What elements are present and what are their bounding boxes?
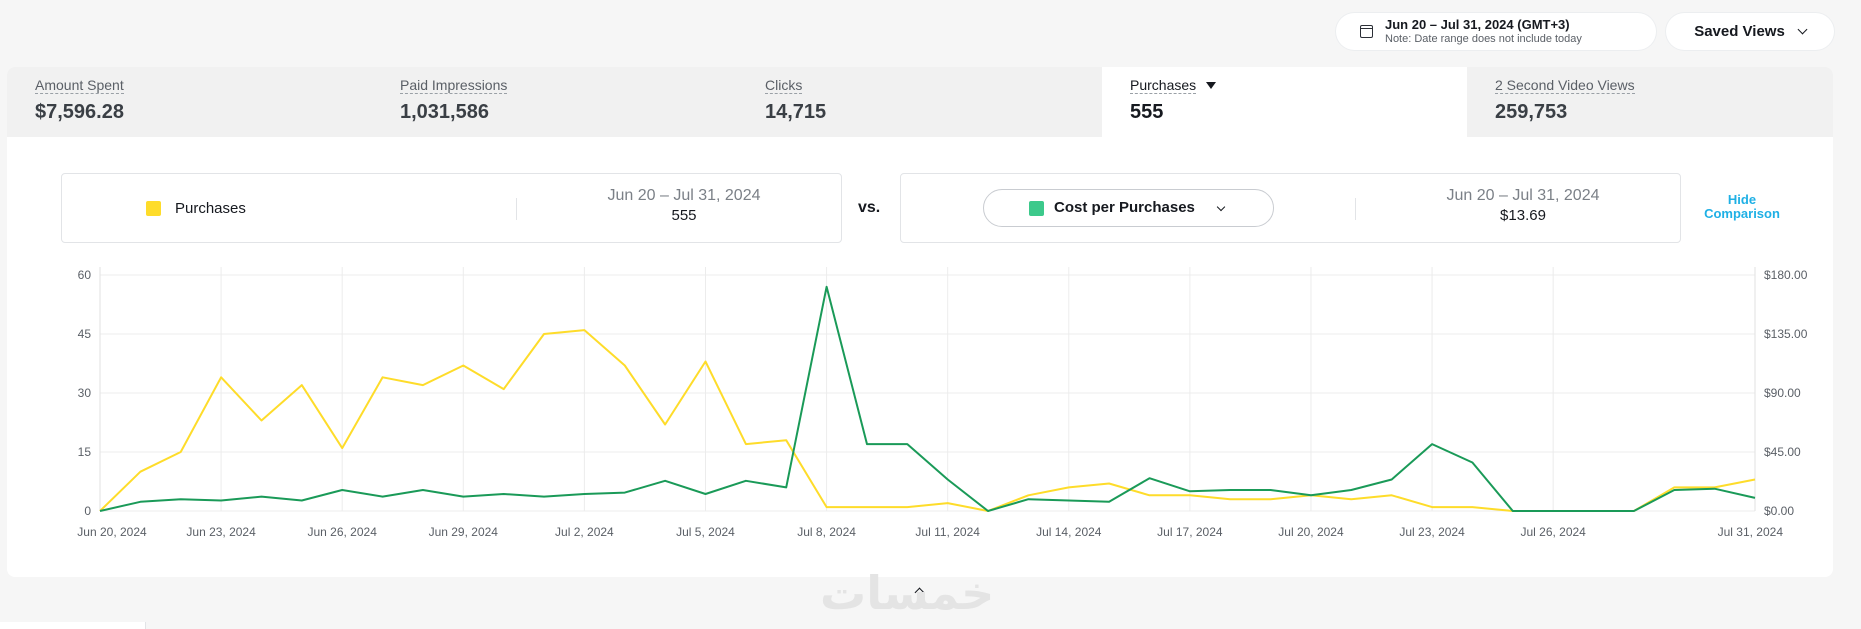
tab-paid-impressions[interactable]: Paid Impressions 1,031,586 (372, 67, 737, 137)
tab-value: $7,596.28 (35, 101, 124, 123)
saved-views-label: Saved Views (1694, 23, 1785, 40)
hide-comparison-link[interactable]: Hide Comparison (1704, 192, 1780, 221)
comparison-value: $13.69 (1500, 207, 1546, 224)
tab-label: Paid Impressions (400, 77, 508, 94)
chevron-down-icon (1216, 202, 1226, 212)
date-range-text: Jun 20 – Jul 31, 2024 (GMT+3) (1385, 16, 1570, 32)
tab-clicks[interactable]: Clicks 14,715 (737, 67, 1102, 137)
tab-value: 14,715 (765, 101, 827, 123)
metrics-card: Amount Spent $7,596.28 Paid Impressions … (7, 67, 1833, 577)
comparison-metric-box: Cost per Purchases Jun 20 – Jul 31, 2024… (900, 173, 1681, 243)
tab-amount-spent[interactable]: Amount Spent $7,596.28 (7, 67, 372, 137)
saved-views-button[interactable]: Saved Views (1666, 13, 1834, 50)
bottom-panel-tab[interactable] (0, 622, 146, 629)
date-range-picker[interactable]: Jun 20 – Jul 31, 2024 (GMT+3) Note: Date… (1336, 13, 1656, 50)
comparison-metric-dropdown[interactable]: Cost per Purchases (983, 189, 1274, 227)
chevron-down-icon (1797, 24, 1808, 35)
tab-video-views[interactable]: 2 Second Video Views 259,753 (1467, 67, 1832, 137)
purchases-swatch (146, 201, 161, 216)
comparison-metric-label: Cost per Purchases (1054, 199, 1195, 216)
tab-value: 1,031,586 (400, 101, 489, 123)
calendar-icon (1360, 25, 1373, 38)
tab-label: Amount Spent (35, 77, 124, 94)
comparison-date: Jun 20 – Jul 31, 2024 (1446, 187, 1600, 204)
cost-per-purchase-swatch (1029, 201, 1044, 216)
tab-label: Purchases (1130, 77, 1197, 94)
primary-metric-box: Purchases Jun 20 – Jul 31, 2024 555 (61, 173, 842, 243)
watermark-logo: خمسات (820, 566, 995, 620)
date-range-note: Note: Date range does not include today (1385, 32, 1582, 45)
primary-value: 555 (671, 207, 697, 224)
tab-purchases[interactable]: Purchases 555 (1102, 67, 1467, 137)
divider (1355, 198, 1356, 220)
primary-metric-label: Purchases (175, 200, 246, 217)
metric-tabs: Amount Spent $7,596.28 Paid Impressions … (7, 67, 1833, 137)
divider (516, 198, 517, 220)
tab-label: Clicks (765, 77, 803, 94)
tab-value: 555 (1130, 101, 1164, 123)
tab-label: 2 Second Video Views (1495, 77, 1635, 94)
tab-value: 259,753 (1495, 101, 1568, 123)
caret-down-icon[interactable] (1206, 82, 1217, 89)
primary-date: Jun 20 – Jul 31, 2024 (607, 187, 761, 204)
vs-label: vs. (858, 199, 881, 216)
